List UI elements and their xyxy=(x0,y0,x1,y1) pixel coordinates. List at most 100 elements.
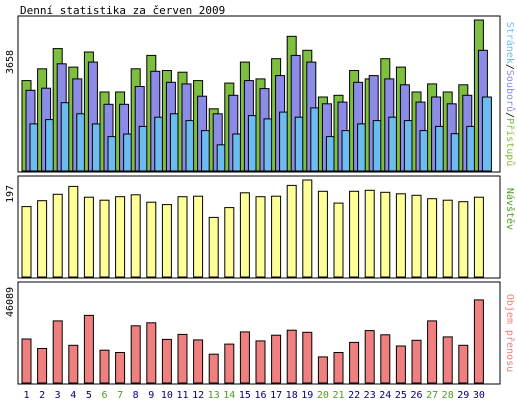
x-tick-label: 4 xyxy=(70,390,76,401)
bar-objem xyxy=(395,345,406,384)
volume-y-max-label: 46089 xyxy=(5,287,16,317)
bar-objem xyxy=(302,331,313,384)
hits-y-max-label: 3658 xyxy=(5,50,16,74)
panel-volume-frame xyxy=(17,281,501,385)
x-tick-label: 14 xyxy=(223,390,235,401)
bar-navstev xyxy=(427,198,438,278)
bar-objem xyxy=(349,341,360,384)
chart-title: Denní statistika za červen 2009 xyxy=(20,4,225,17)
panel-volume: 46089 Objem přenosu xyxy=(5,281,516,385)
visits-legend-vertical: Návštěv xyxy=(504,188,516,230)
bar-objem xyxy=(193,339,204,384)
bar-navstev xyxy=(411,194,422,278)
x-tick-label: 3 xyxy=(55,390,61,401)
bar-navstev xyxy=(317,190,328,278)
x-tick-label: 6 xyxy=(101,390,107,401)
bar-objem xyxy=(146,322,157,384)
bar-objem xyxy=(286,329,297,384)
x-tick-label: 19 xyxy=(301,390,313,401)
x-tick-label: 10 xyxy=(161,390,173,401)
bar-navstev xyxy=(21,206,32,278)
bar-navstev xyxy=(364,189,375,278)
legend-separator: / xyxy=(504,112,515,118)
x-tick-label: 7 xyxy=(117,390,123,401)
bar-objem xyxy=(37,348,48,384)
bar-navstev xyxy=(99,199,110,278)
bar-objem xyxy=(458,344,469,384)
bar-navstev xyxy=(349,190,360,278)
bar-navstev xyxy=(37,200,48,278)
x-tick-label: 9 xyxy=(148,390,154,401)
legend-separator: / xyxy=(504,64,515,70)
bar-navstev xyxy=(442,199,453,278)
bar-objem xyxy=(411,339,422,384)
legend-stranek: Stránek xyxy=(504,22,516,64)
x-tick-label: 1 xyxy=(23,390,29,401)
bar-navstev xyxy=(208,216,219,278)
panel-visits-frame xyxy=(17,175,501,279)
bar-objem xyxy=(255,340,266,384)
x-tick-label: 12 xyxy=(192,390,204,401)
x-tick-label: 23 xyxy=(364,390,376,401)
bar-objem xyxy=(161,338,172,384)
hits-legend-vertical: Stránek/Souborů/Přístupů xyxy=(504,22,516,167)
x-tick-label: 11 xyxy=(176,390,188,401)
bar-objem xyxy=(427,320,438,384)
bar-navstev xyxy=(177,196,188,278)
bar-navstev xyxy=(380,191,391,278)
bar-navstev xyxy=(68,185,79,278)
bar-navstev xyxy=(333,202,344,278)
panel-hits-frame xyxy=(17,15,501,173)
bar-objem xyxy=(333,352,344,384)
x-tick-label: 22 xyxy=(348,390,360,401)
bar-navstev xyxy=(239,192,250,278)
bar-navstev xyxy=(224,207,235,278)
bar-navstev xyxy=(286,184,297,278)
bar-navstev xyxy=(115,196,126,278)
x-tick-label: 16 xyxy=(254,390,266,401)
bar-objem xyxy=(364,330,375,384)
panel-visits: 197 Návštěv xyxy=(5,175,516,279)
bar-objem xyxy=(177,333,188,384)
bar-objem xyxy=(317,356,328,384)
x-tick-label: 17 xyxy=(270,390,282,401)
x-tick-label: 13 xyxy=(208,390,220,401)
bar-navstev xyxy=(130,194,141,278)
bar-navstev xyxy=(255,196,266,278)
bar-objem xyxy=(83,314,94,384)
legend-pristupu: Přístupů xyxy=(504,118,516,166)
x-tick-label: 5 xyxy=(86,390,92,401)
x-tick-label: 8 xyxy=(133,390,139,401)
bar-objem xyxy=(442,336,453,384)
bar-objem xyxy=(115,352,126,384)
bar-objem xyxy=(130,325,141,384)
bar-navstev xyxy=(146,201,157,278)
bar-navstev xyxy=(271,195,282,278)
x-tick-label: 2 xyxy=(39,390,45,401)
visits-bars xyxy=(21,179,484,278)
x-tick-label: 28 xyxy=(442,390,454,401)
bar-navstev xyxy=(161,204,172,278)
bar-objem xyxy=(224,343,235,384)
bar-objem xyxy=(52,320,63,384)
bar-stranek xyxy=(481,96,492,172)
x-tick-label: 15 xyxy=(239,390,251,401)
bar-navstev xyxy=(473,196,484,278)
bar-navstev xyxy=(193,195,204,278)
hits-bars xyxy=(21,19,492,172)
bar-objem xyxy=(99,349,110,384)
bar-objem xyxy=(208,353,219,384)
volume-bars xyxy=(21,299,484,384)
x-tick-label: 29 xyxy=(457,390,469,401)
bar-objem xyxy=(21,338,32,384)
panel-hits: 3658 Stránek/Souborů/Přístupů xyxy=(5,15,516,173)
volume-legend-vertical: Objem přenosu xyxy=(504,294,516,372)
visits-y-max-label: 197 xyxy=(5,185,16,203)
bar-navstev xyxy=(458,201,469,278)
x-tick-label: 20 xyxy=(317,390,329,401)
legend-souboru: Souborů xyxy=(504,70,516,112)
x-tick-label: 25 xyxy=(395,390,407,401)
bar-objem xyxy=(271,334,282,384)
